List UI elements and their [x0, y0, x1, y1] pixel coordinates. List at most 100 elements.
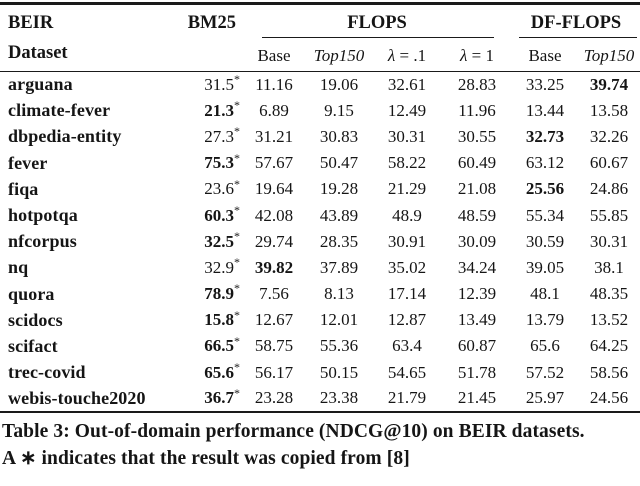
table-row: climate-fever 21.3* 6.89 9.15 12.49 11.9… — [0, 98, 640, 124]
metric-value: 9.15 — [324, 100, 354, 120]
metric-value: 57.67 — [254, 153, 294, 173]
metric-value: 24.86 — [589, 179, 629, 199]
metric-value: 38.1 — [594, 257, 624, 277]
table-row: hotpotqa 60.3* 42.08 43.89 48.9 48.59 55… — [0, 202, 640, 228]
metric-value: 55.36 — [319, 336, 359, 356]
metric-value: 12.49 — [387, 100, 427, 120]
metric-value: 48.9 — [392, 205, 422, 225]
metric-value: 30.59 — [525, 231, 565, 251]
dataset-name: fiqa — [8, 178, 39, 199]
bm25-number: 27.3 — [204, 126, 234, 146]
dataset-name: trec-covid — [8, 362, 86, 383]
metric-value: 55.85 — [589, 205, 629, 225]
metric-value: 28.83 — [457, 74, 497, 94]
dataset-name: hotpotqa — [8, 205, 78, 226]
table-row: scifact 66.5* 58.75 55.36 63.4 60.87 65.… — [0, 333, 640, 359]
results-table: BEIR BM25 FLOPS DF-FLOPS Dataset Base To… — [0, 2, 640, 413]
dataset-name: climate-fever — [8, 100, 111, 121]
metric-value: 23.28 — [254, 388, 294, 408]
flops-subheader-row: Base Top150 λ = .1 λ = 1 — [242, 42, 512, 66]
bm25-number: 32.5 — [204, 231, 234, 251]
metric-value: 11.96 — [458, 100, 496, 120]
metric-value: 32.61 — [387, 74, 427, 94]
metric-value: 37.89 — [319, 257, 359, 277]
bm25-value: 66.5* — [204, 333, 240, 356]
metric-value: 6.89 — [259, 100, 289, 120]
subheader-base-df-flops: Base — [528, 45, 562, 65]
header-bm25-spacer — [182, 36, 242, 72]
metric-value: 30.91 — [387, 231, 427, 251]
bm25-value: 31.5* — [204, 72, 240, 94]
metric-value: 50.47 — [319, 153, 359, 173]
metric-value: 25.56 — [525, 179, 565, 199]
metric-value: 12.39 — [457, 284, 497, 304]
bm25-number: 15.8 — [204, 310, 234, 330]
metric-value: 39.05 — [525, 257, 565, 277]
subheader-top150-flops: Top150 — [313, 45, 365, 65]
bm25-value: 78.9* — [204, 281, 240, 304]
metric-value: 32.73 — [525, 126, 565, 146]
subheader-top150-df-flops: Top150 — [583, 45, 635, 65]
metric-value: 63.12 — [525, 153, 565, 173]
bm25-number: 23.6 — [204, 179, 234, 199]
subheader-lambda-1: λ = 1 — [460, 45, 494, 65]
metric-value: 11.16 — [255, 74, 293, 94]
flops-group-rule — [262, 36, 494, 38]
metric-value: 58.22 — [387, 153, 427, 173]
metric-value: 48.1 — [530, 284, 560, 304]
bm25-value: 65.6* — [204, 360, 240, 382]
dataset-name: nfcorpus — [8, 231, 77, 252]
metric-value: 12.87 — [387, 310, 427, 330]
subheader-lambda-point1: λ = .1 — [387, 45, 427, 65]
bm25-number: 21.3 — [204, 100, 234, 120]
metric-value: 13.52 — [589, 310, 629, 330]
metric-value: 21.79 — [387, 388, 427, 408]
metric-value: 60.49 — [457, 153, 497, 173]
bm25-value: 60.3* — [204, 202, 240, 225]
table-row: quora 78.9* 7.56 8.13 17.14 12.39 48.1 4… — [0, 281, 640, 307]
bm25-value: 36.7* — [204, 385, 240, 408]
metric-value: 57.52 — [525, 362, 565, 382]
metric-value: 21.08 — [457, 179, 497, 199]
table-row: fiqa 23.6* 19.64 19.28 21.29 21.08 25.56… — [0, 176, 640, 202]
metric-value: 32.26 — [589, 126, 629, 146]
metric-value: 21.45 — [457, 388, 497, 408]
bm25-value: 23.6* — [204, 176, 240, 199]
df-flops-subheader-cell: Base Top150 — [512, 36, 640, 72]
metric-value: 65.6 — [530, 336, 560, 356]
metric-value: 56.17 — [254, 362, 294, 382]
metric-value: 55.34 — [525, 205, 565, 225]
metric-value: 63.4 — [392, 336, 422, 356]
dataset-name: scidocs — [8, 309, 63, 330]
dataset-name: arguana — [8, 74, 73, 95]
metric-value: 19.06 — [319, 74, 359, 94]
bm25-number: 65.6 — [204, 362, 234, 382]
flops-subheader-cell: Base Top150 λ = .1 λ = 1 — [242, 36, 512, 72]
metric-value: 33.25 — [525, 74, 565, 94]
metric-value: 30.09 — [457, 231, 497, 251]
metric-value: 42.08 — [254, 205, 294, 225]
metric-value: 17.14 — [387, 284, 427, 304]
bm25-number: 78.9 — [204, 284, 234, 304]
metric-value: 39.74 — [589, 74, 629, 94]
metric-value: 25.97 — [525, 388, 565, 408]
table-row: nq 32.9* 39.82 37.89 35.02 34.24 39.05 3… — [0, 255, 640, 281]
metric-value: 60.87 — [457, 336, 497, 356]
table-row: arguana 31.5* 11.16 19.06 32.61 28.83 33… — [0, 72, 640, 98]
metric-value: 23.38 — [319, 388, 359, 408]
table-row: dbpedia-entity 27.3* 31.21 30.83 30.31 3… — [0, 124, 640, 150]
caption-line-2: A ∗ indicates that the result was copied… — [2, 447, 410, 469]
metric-value: 58.56 — [589, 362, 629, 382]
bm25-number: 60.3 — [204, 205, 234, 225]
metric-value: 28.35 — [319, 231, 359, 251]
bm25-number: 66.5 — [204, 336, 234, 356]
metric-value: 31.21 — [254, 126, 294, 146]
metric-value: 30.55 — [457, 126, 497, 146]
metric-value: 35.02 — [387, 257, 427, 277]
metric-value: 60.67 — [589, 153, 629, 173]
metric-value: 50.15 — [319, 362, 359, 382]
metric-value: 7.56 — [259, 284, 289, 304]
metric-value: 58.75 — [254, 336, 294, 356]
metric-value: 13.49 — [457, 310, 497, 330]
bm25-number: 36.7 — [204, 388, 234, 408]
